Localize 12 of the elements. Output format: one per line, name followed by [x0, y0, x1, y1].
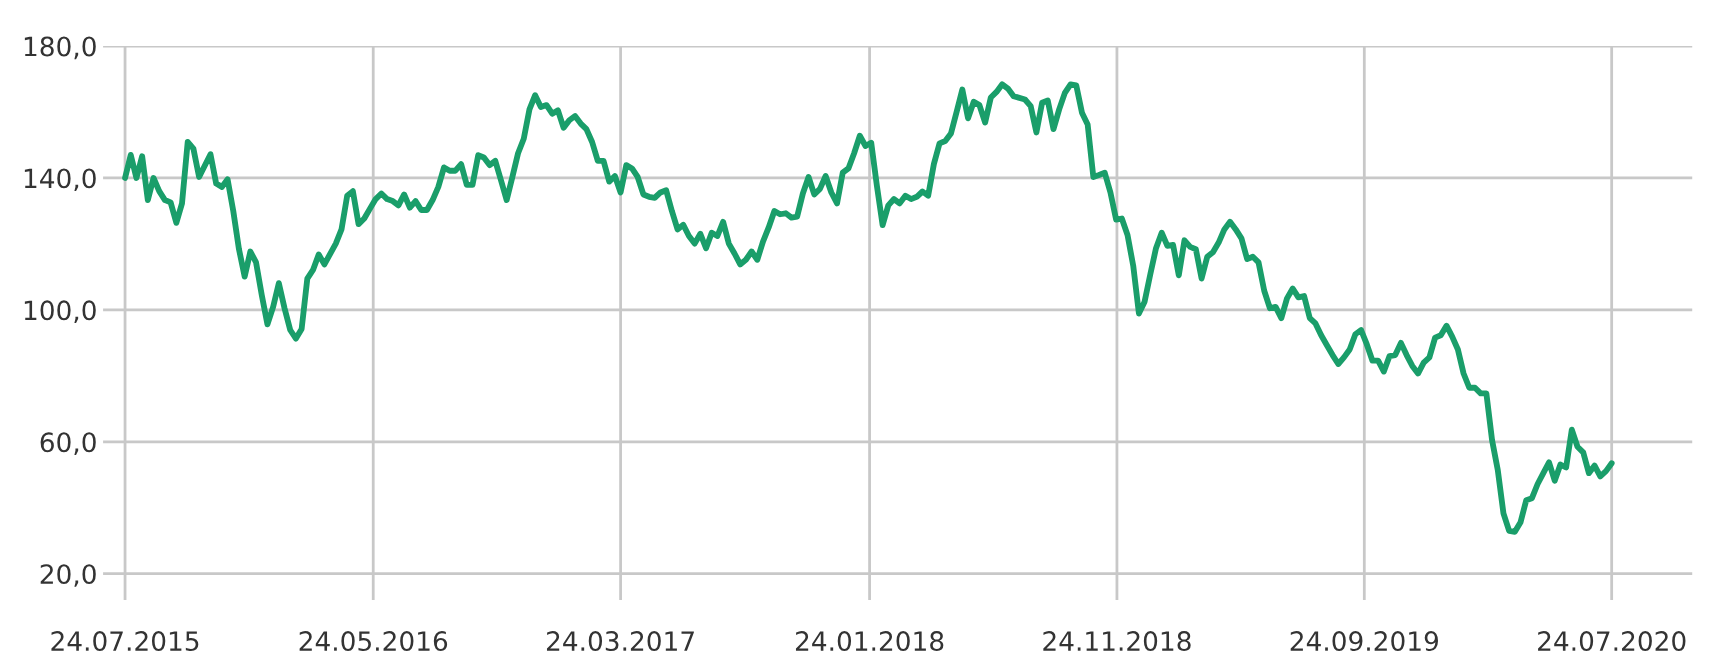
- y-tick-label: 100,0: [24, 300, 96, 323]
- x-tick-label: 24.07.2015: [51, 631, 199, 652]
- x-tick-label: 24.05.2016: [299, 631, 448, 652]
- x-tick-label: 24.09.2019: [1290, 631, 1438, 652]
- y-tick-label: 180,0: [24, 36, 96, 60]
- x-tick-label: 24.03.2017: [546, 631, 694, 652]
- x-tick-label: 24.07.2020: [1538, 631, 1686, 652]
- y-tick-label: 140,0: [24, 168, 96, 192]
- y-tick-label: 60,0: [40, 432, 96, 455]
- x-tick-label: 24.11.2018: [1043, 631, 1191, 652]
- y-tick-label: 20,0: [40, 564, 96, 587]
- x-tick-label: 24.01.2018: [795, 631, 944, 652]
